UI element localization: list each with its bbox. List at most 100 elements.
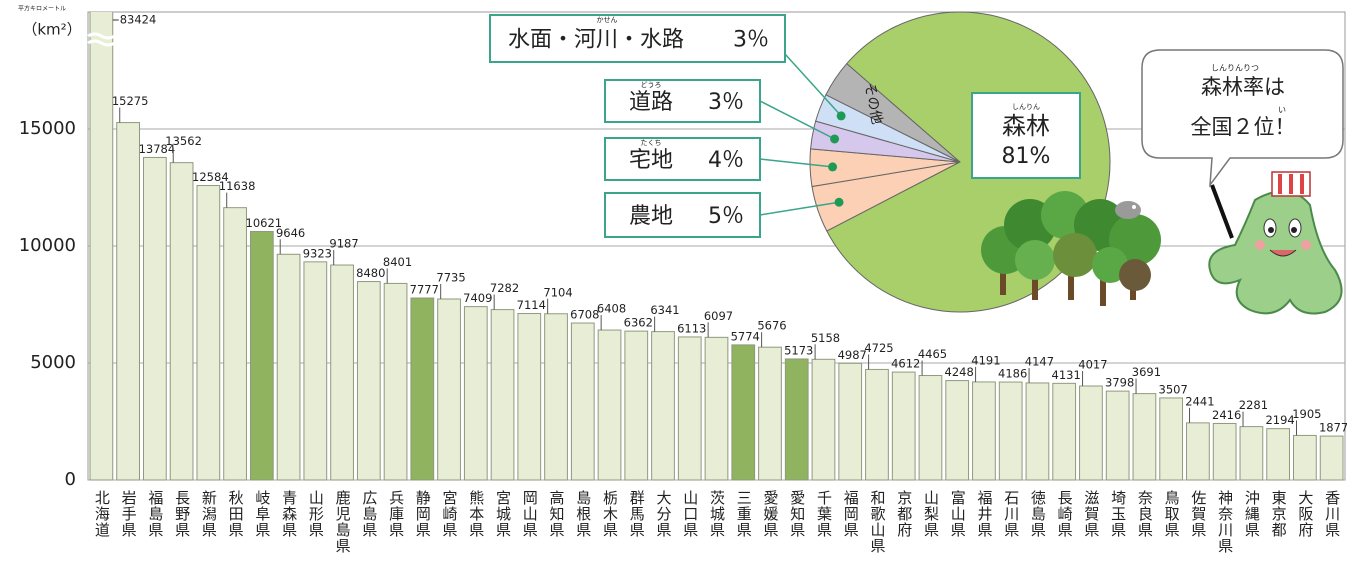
pie-label: 道路 — [629, 90, 673, 115]
axis-break — [87, 32, 116, 40]
value-label: 7282 — [490, 281, 519, 295]
x-tick-label: 広島県 — [360, 490, 378, 538]
x-tick-label: 奈良県 — [1136, 490, 1154, 538]
x-tick-label: 埼玉県 — [1109, 490, 1127, 538]
bar — [410, 297, 435, 481]
value-label: 3798 — [1105, 376, 1134, 390]
value-label: 7104 — [543, 285, 572, 299]
value-label: 7777 — [410, 283, 439, 297]
connector — [759, 100, 835, 140]
connector-dot — [834, 197, 844, 207]
x-tick-label: 東京都 — [1270, 490, 1288, 538]
x-tick-label: 栃木県 — [601, 490, 619, 538]
x-tick-label: 山口県 — [681, 490, 699, 538]
value-label: 5676 — [757, 319, 786, 333]
x-tick-label: 沖縄県 — [1243, 490, 1261, 538]
value-label: 7735 — [436, 271, 465, 285]
bar — [1132, 393, 1157, 481]
x-tick-label: 滋賀県 — [1082, 490, 1100, 538]
value-label: 1877 — [1319, 421, 1347, 435]
callout-text: 全国２位！ — [1191, 115, 1296, 139]
value-label: 4191 — [971, 353, 1000, 367]
bar — [437, 298, 461, 481]
bar — [1159, 397, 1184, 481]
pie-label: 水面・河川・水路 — [508, 28, 684, 53]
x-tick-label: 青森県 — [280, 490, 298, 538]
bar — [624, 330, 649, 481]
label-box — [604, 192, 761, 238]
x-tick-label: 山形県 — [307, 490, 325, 538]
x-tick-label: 岡山県 — [521, 490, 539, 538]
value-label: 4987 — [838, 348, 867, 362]
x-tick-label: 佐賀県 — [1189, 490, 1207, 538]
callout-text: 森林率は — [1201, 75, 1285, 99]
bar — [998, 381, 1023, 481]
x-tick-label: 岩手県 — [120, 490, 138, 538]
bar — [704, 336, 729, 481]
x-tick-label: 長崎県 — [1056, 490, 1074, 538]
pie-value-label: 3％ — [733, 28, 769, 53]
value-label: 4612 — [891, 357, 920, 371]
label-box — [489, 14, 786, 63]
bar — [972, 381, 996, 481]
bar — [249, 230, 274, 481]
x-tick-label: 宮崎県 — [441, 490, 459, 538]
y-unit: （km²） — [22, 21, 81, 39]
pie-value-label: 81% — [1002, 144, 1051, 169]
y-tick-label: 15000 — [19, 118, 76, 139]
x-tick-label: 島根県 — [574, 490, 592, 538]
pie-label: その他 — [861, 81, 885, 125]
connector-dot — [828, 162, 838, 172]
mascot — [1208, 171, 1343, 315]
x-tick-label: 和歌山県 — [868, 490, 886, 554]
x-tick-label: 秋田県 — [227, 490, 245, 538]
value-label: 4465 — [918, 347, 947, 361]
value-label: 4248 — [945, 365, 974, 379]
x-tick-label: 静岡県 — [414, 490, 432, 538]
bar — [758, 346, 782, 481]
label-box — [604, 79, 761, 123]
value-label: 4186 — [998, 367, 1027, 381]
x-tick-label: 石川県 — [1002, 490, 1020, 538]
chart-layer: （km²） 平方キロメートル 0 5000 10000 15000 83424 北海道 1527… — [18, 5, 1347, 555]
y-unit-ruby: 平方キロメートル — [18, 5, 66, 13]
bar — [651, 331, 675, 481]
bar — [383, 282, 408, 481]
bar — [1266, 428, 1291, 481]
value-label: 7114 — [517, 298, 546, 312]
x-tick-label: 山梨県 — [922, 490, 940, 538]
value-label: 15275 — [112, 94, 149, 108]
x-tick-label: 富山県 — [949, 489, 967, 538]
x-tick-label: 新潟県 — [200, 490, 218, 538]
bar — [1025, 382, 1050, 481]
bar — [677, 336, 702, 481]
connector-dot — [836, 111, 846, 121]
bar — [142, 156, 167, 481]
bar — [891, 371, 916, 481]
value-label: 9646 — [276, 226, 305, 240]
value-label: 12584 — [192, 170, 229, 184]
ruby: どうろ — [641, 81, 662, 89]
x-tick-label: 福島県 — [146, 490, 164, 538]
x-tick-label: 香川県 — [1323, 490, 1341, 538]
bar — [330, 264, 354, 481]
bar — [303, 261, 328, 481]
value-label: 9187 — [329, 237, 358, 251]
bar — [1186, 422, 1210, 481]
x-tick-label: 神奈川県 — [1216, 490, 1234, 554]
x-tick-label: 京都府 — [895, 490, 913, 538]
bars — [89, 12, 1344, 481]
value-label: 2281 — [1239, 398, 1268, 412]
x-tick-label: 愛知県 — [788, 490, 806, 538]
x-tick-label: 岐阜県 — [253, 490, 271, 538]
bar — [1052, 382, 1077, 481]
x-tick-label: 福井県 — [975, 490, 993, 538]
label-box — [604, 137, 761, 181]
bar — [116, 122, 140, 481]
value-label: 11638 — [219, 179, 256, 193]
bar — [597, 329, 622, 481]
x-tick-label: 大分県 — [655, 490, 673, 538]
bar — [1239, 426, 1264, 481]
bar — [544, 313, 568, 481]
